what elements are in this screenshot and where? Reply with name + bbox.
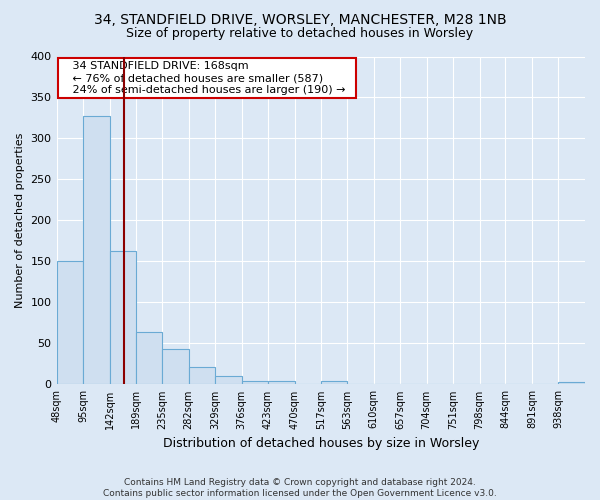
Bar — [162, 349, 188, 384]
Text: Contains HM Land Registry data © Crown copyright and database right 2024.
Contai: Contains HM Land Registry data © Crown c… — [103, 478, 497, 498]
Bar — [321, 381, 347, 384]
Text: 34 STANDFIELD DRIVE: 168sqm
   ← 76% of detached houses are smaller (587)
   24%: 34 STANDFIELD DRIVE: 168sqm ← 76% of det… — [62, 62, 352, 94]
Bar — [215, 376, 242, 384]
Bar — [188, 367, 215, 384]
Bar — [56, 260, 83, 384]
Bar — [559, 382, 585, 384]
Text: 34, STANDFIELD DRIVE, WORSLEY, MANCHESTER, M28 1NB: 34, STANDFIELD DRIVE, WORSLEY, MANCHESTE… — [94, 12, 506, 26]
Bar — [268, 381, 295, 384]
Bar — [110, 251, 136, 384]
Y-axis label: Number of detached properties: Number of detached properties — [15, 133, 25, 308]
Bar — [136, 332, 162, 384]
Bar — [83, 116, 110, 384]
Text: Size of property relative to detached houses in Worsley: Size of property relative to detached ho… — [127, 28, 473, 40]
X-axis label: Distribution of detached houses by size in Worsley: Distribution of detached houses by size … — [163, 437, 479, 450]
Bar — [242, 381, 268, 384]
